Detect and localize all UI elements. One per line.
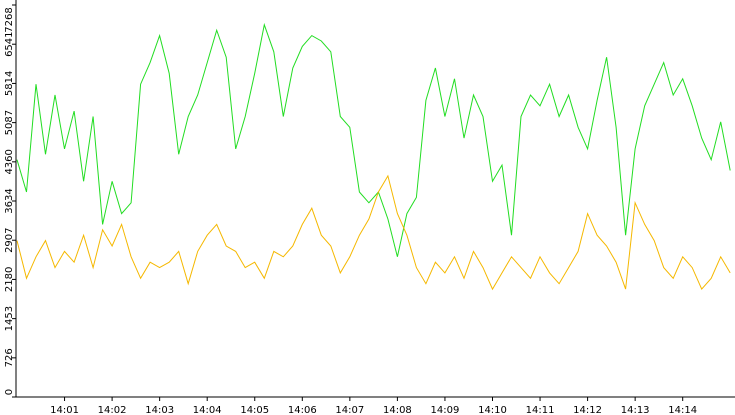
x-tick-label: 14:01 bbox=[50, 405, 79, 415]
x-tick-label: 14:04 bbox=[193, 405, 222, 415]
y-tick-label: 2180 bbox=[4, 267, 15, 292]
x-tick-label: 14:14 bbox=[668, 405, 697, 415]
y-tick-label: 5087 bbox=[4, 110, 15, 135]
series-line bbox=[16, 174, 731, 291]
x-tick-label: 14:10 bbox=[478, 405, 507, 415]
y-tick-label: 0 bbox=[4, 389, 15, 395]
y-tick-label: 2907 bbox=[4, 227, 15, 252]
x-tick-label: 14:09 bbox=[431, 405, 460, 415]
x-tick-label: 14:13 bbox=[621, 405, 650, 415]
x-tick-label: 14:11 bbox=[526, 405, 555, 415]
y-tick-label: 3634 bbox=[4, 188, 15, 213]
x-tick-label: 14:08 bbox=[383, 405, 412, 415]
x-tick-label: 14:02 bbox=[98, 405, 127, 415]
series-line bbox=[16, 22, 731, 257]
y-tick-label: 5814 bbox=[4, 71, 15, 96]
y-tick-label: 7268 bbox=[4, 7, 15, 32]
y-tick-label: 1453 bbox=[4, 306, 15, 331]
x-tick-label: 14:12 bbox=[573, 405, 602, 415]
x-tick-label: 14:07 bbox=[335, 405, 364, 415]
y-tick-label: 6541 bbox=[4, 31, 15, 56]
x-tick-label: 14:03 bbox=[145, 405, 174, 415]
y-tick-label: 4360 bbox=[4, 149, 15, 174]
x-tick-label: 14:05 bbox=[240, 405, 269, 415]
x-tick-label: 14:06 bbox=[288, 405, 317, 415]
y-tick-label: 726 bbox=[4, 348, 15, 367]
